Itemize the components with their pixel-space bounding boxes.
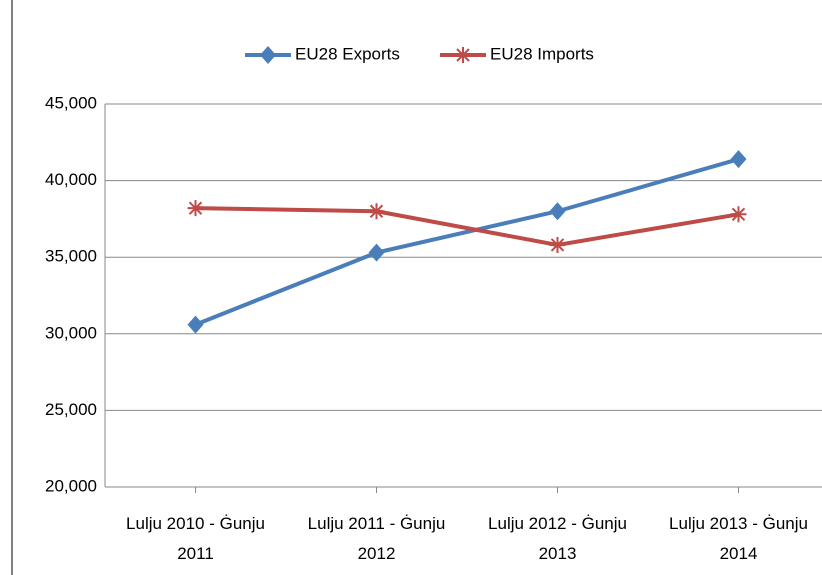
point [549,236,566,253]
x-tick-label: Lulju 2011 - Ġunju 2012 [307,514,446,563]
x-tick-label: Lulju 2013 - Ġunju 2014 [669,514,808,563]
x-tick-label: Lulju 2010 - Ġunju 2011 [126,514,265,563]
point [368,243,385,262]
point [187,200,204,217]
y-tick-label: 40,000 [45,170,97,189]
point [730,206,747,223]
series-line [195,206,739,247]
y-tick-label: 45,000 [45,93,97,112]
y-tick-label: 35,000 [45,247,97,266]
y-tick-label: 20,000 [45,476,97,495]
legend-label: EU28 Exports [295,44,400,63]
point [260,46,276,64]
point [730,150,747,169]
y-tick-label: 30,000 [45,323,97,342]
x-tick-label: Lulju 2012 - Ġunju 2013 [488,514,627,563]
series-line [194,157,740,327]
point [368,203,385,220]
point [455,47,471,63]
y-tick-label: 25,000 [45,400,97,419]
legend-label: EU28 Imports [490,44,594,63]
point [549,202,566,221]
point [187,315,204,334]
